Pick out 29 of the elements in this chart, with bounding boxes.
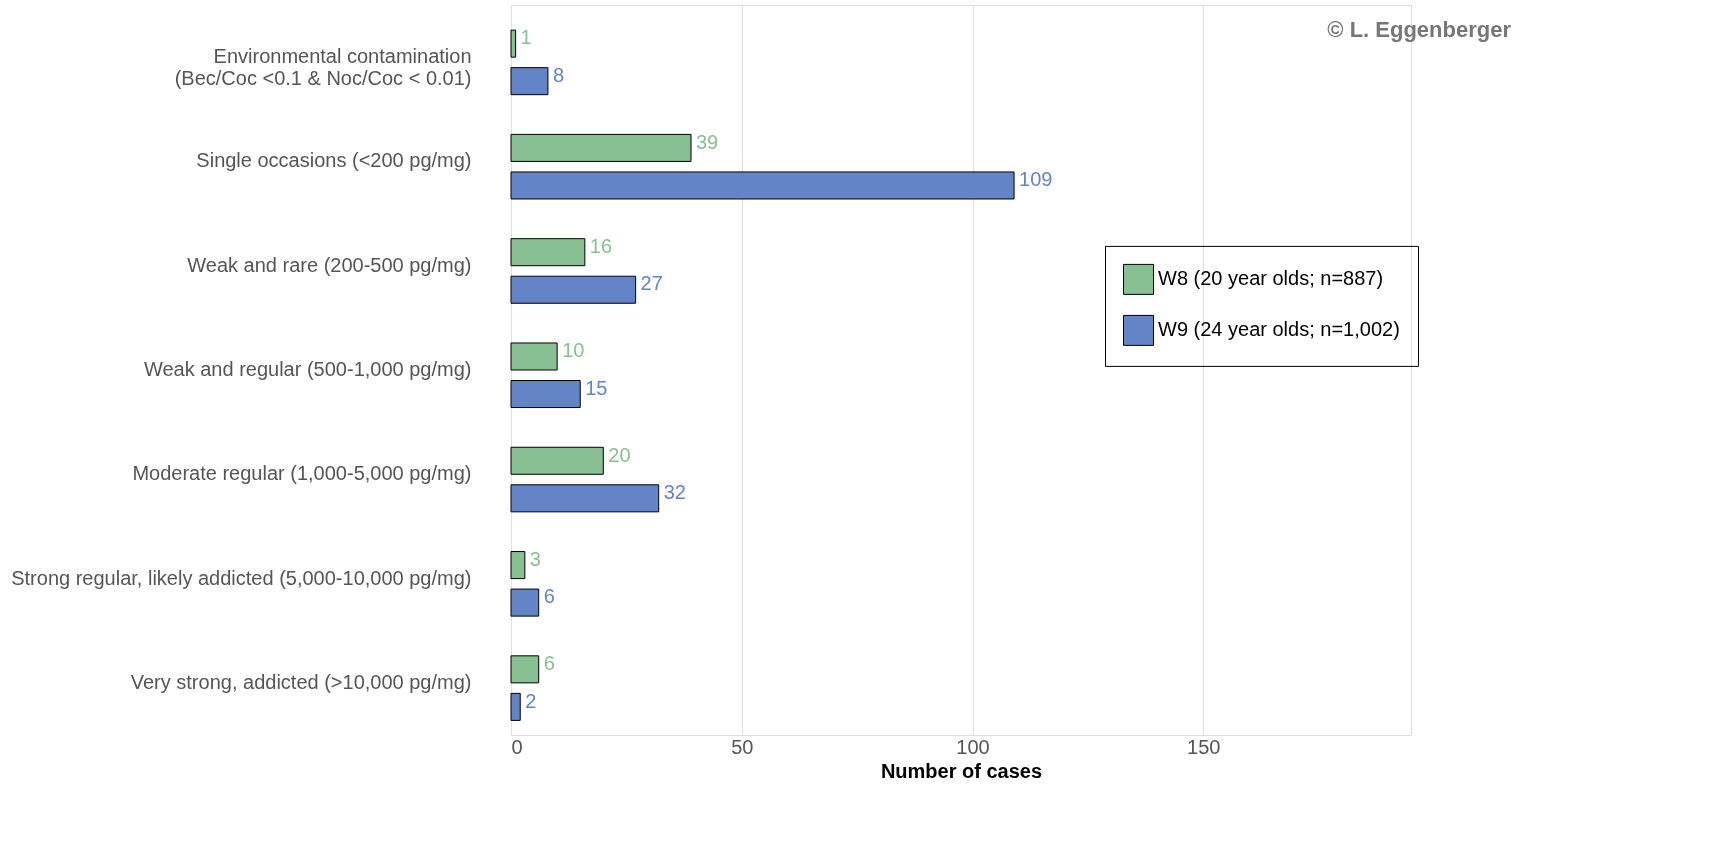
y-tick-label: Single occasions (<200 pg/mg): [196, 149, 472, 172]
data-label: 27: [640, 272, 663, 295]
y-tick-label: Weak and rare (200-500 pg/mg): [187, 253, 472, 276]
data-label: 3: [529, 547, 541, 570]
legend-label: W9 (24 year olds; n=1,002): [1158, 318, 1400, 341]
data-label: 10: [562, 339, 585, 362]
annotation: © L. Eggenberger: [1327, 17, 1512, 42]
data-label: 6: [543, 585, 555, 608]
x-tick-label: 100: [956, 735, 990, 758]
y-tick-label: Strong regular, likely addicted (5,000-10,000 pg/mg): [11, 566, 472, 589]
data-label: 15: [585, 376, 608, 399]
data-label: 109: [1019, 168, 1053, 191]
data-label: 1: [520, 26, 532, 49]
y-tick-label: Moderate regular (1,000-5,000 pg/mg): [132, 462, 472, 485]
x-axis-title: Number of cases: [880, 759, 1043, 782]
data-label: 2: [525, 689, 537, 712]
x-tick-label: 150: [1187, 735, 1221, 758]
y-tick-label: Environmental contamination (Bec/Coc <0.1 & Noc/Coc < 0.01): [174, 45, 472, 90]
data-label: 32: [663, 481, 686, 504]
data-label: 16: [589, 234, 613, 257]
y-tick-label: Very strong, addicted (>10,000 pg/mg): [130, 670, 472, 693]
y-tick-label: Weak and regular (500-1,000 pg/mg): [143, 358, 472, 380]
x-tick-label: 50: [731, 735, 754, 758]
x-tick-label: 0: [511, 735, 523, 758]
data-label: 39: [696, 130, 719, 153]
data-label: 20: [608, 443, 631, 466]
data-label: 8: [552, 63, 565, 86]
legend-label: W8 (20 year olds; n=887): [1158, 267, 1384, 290]
data-label: 6: [543, 652, 555, 675]
